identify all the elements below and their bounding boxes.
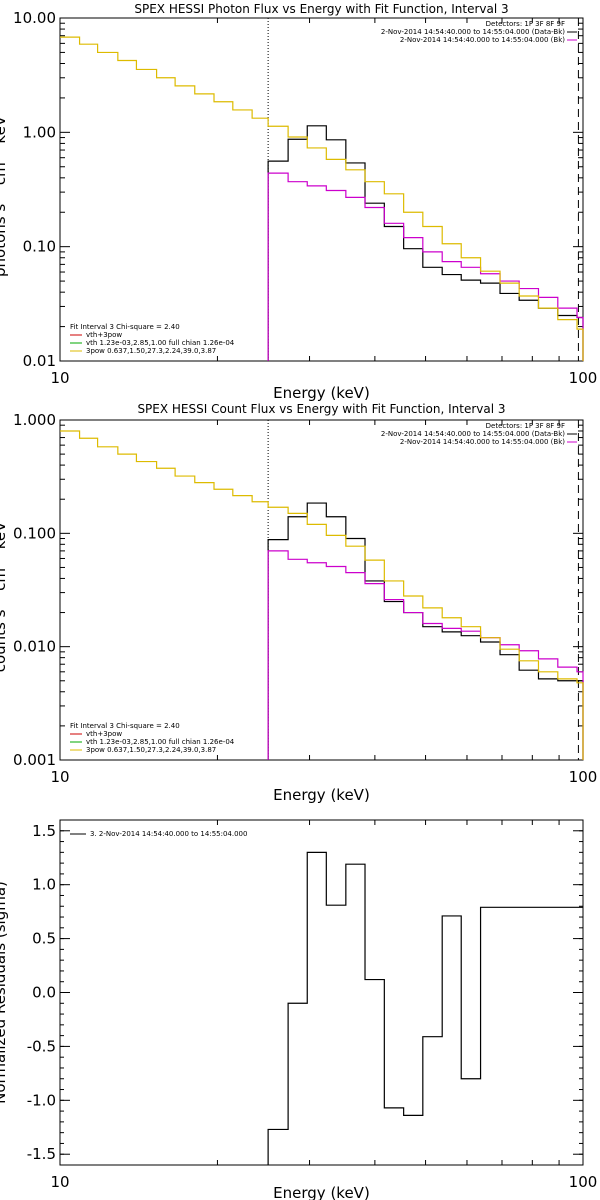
fit-legend-header: Fit Interval 3 Chi-square = 2.40 (70, 722, 180, 730)
detectors-label: Detectors: 1F 3F 8F 9F (486, 422, 565, 430)
plot-frame (59, 419, 584, 761)
series-line-3 (60, 36, 584, 361)
series-line-3 (60, 430, 584, 760)
fit-legend-entry: 3pow 0.637,1.50,27.3,2.24,39.0,3.87 (86, 746, 216, 754)
chart-panel-1: SPEX HESSI Photon Flux vs Energy with Fi… (0, 2, 597, 402)
fit-legend-entry: vth+3pow (86, 331, 122, 339)
x-axis-label: Energy (keV) (273, 384, 370, 402)
y-tick-label: -0.5 (27, 1037, 56, 1055)
y-tick-label: 0.5 (32, 930, 56, 948)
x-tick-label: 10 (50, 369, 69, 387)
series-line-1 (267, 502, 584, 760)
series-line-2 (267, 550, 584, 760)
detectors-label: Detectors: 1F 3F 8F 9F (486, 20, 565, 28)
y-tick-label: 0.010 (13, 638, 56, 656)
series-line-1 (267, 125, 584, 361)
y-tick-label: 0.10 (23, 238, 56, 256)
y-tick-label: 1.000 (13, 411, 56, 429)
plot-frame (59, 819, 584, 1166)
chart-panel-3: -1.5 -1.0 -0.5 0.0 0.5 1.0 1.5 10 100 Energy (keV… (0, 819, 598, 1200)
fit-legend-entry: 3pow 0.637,1.50,27.3,2.24,39.0,3.87 (86, 347, 216, 355)
legend-entry: 3. 2-Nov-2014 14:54:40.000 to 14:55:04.0… (90, 830, 247, 838)
y-tick-label: 1.0 (32, 876, 56, 894)
y-tick-label: 0.01 (23, 352, 56, 370)
legend-entry: 2-Nov-2014 14:54:40.000 to 14:55:04.000 … (400, 36, 565, 44)
chart-title: SPEX HESSI Count Flux vs Energy with Fit… (137, 402, 505, 416)
y-tick-label: 10.00 (13, 9, 56, 27)
series-line-1 (267, 851, 583, 1165)
x-axis-label: Energy (keV) (273, 786, 370, 804)
fit-legend-header: Fit Interval 3 Chi-square = 2.40 (70, 323, 180, 331)
y-tick-label: -1.5 (27, 1145, 56, 1163)
y-tick-label: 0.100 (13, 524, 56, 542)
x-axis-label: Energy (keV) (273, 1184, 370, 1200)
fit-legend-entry: vth 1.23e-03,2.85,1.00 full chian 1.26e-… (86, 339, 235, 347)
y-tick-label: 0.001 (13, 751, 56, 769)
y-axis-label: Normalized Residuals (sigma) (0, 881, 9, 1104)
series-line-2 (267, 172, 584, 361)
y-axis-label: counts s⁻¹ cm⁻² keV⁻¹ (0, 508, 9, 673)
chart-title: SPEX HESSI Photon Flux vs Energy with Fi… (134, 2, 508, 16)
y-tick-label: -1.0 (27, 1091, 56, 1109)
fit-legend-entry: vth+3pow (86, 730, 122, 738)
y-tick-label: 1.5 (32, 822, 56, 840)
plot-frame (59, 17, 584, 362)
y-axis-label: photons s⁻¹ cm⁻² keV⁻¹ (0, 102, 9, 277)
x-tick-label: 10 (50, 1173, 69, 1191)
x-tick-label: 10 (50, 768, 69, 786)
x-tick-label: 100 (569, 369, 598, 387)
chart-panel-2: SPEX HESSI Count Flux vs Energy with Fit… (0, 402, 597, 804)
legend-entry: 2-Nov-2014 14:54:40.000 to 14:55:04.000 … (381, 28, 565, 36)
x-tick-label: 100 (569, 768, 598, 786)
y-tick-label: 1.00 (23, 123, 56, 141)
legend-entry: 2-Nov-2014 14:54:40.000 to 14:55:04.000 … (381, 430, 565, 438)
x-tick-label: 100 (569, 1173, 598, 1191)
y-tick-label: 0.0 (32, 984, 56, 1002)
legend-entry: 2-Nov-2014 14:54:40.000 to 14:55:04.000 … (400, 438, 565, 446)
fit-legend-entry: vth 1.23e-03,2.85,1.00 full chian 1.26e-… (86, 738, 235, 746)
